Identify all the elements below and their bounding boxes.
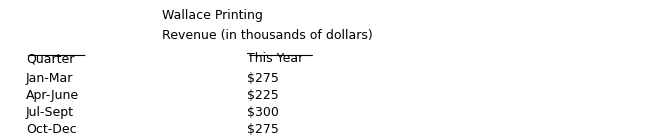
Text: Apr-June: Apr-June	[26, 89, 79, 102]
Text: Jul-Sept: Jul-Sept	[26, 106, 74, 119]
Text: Jan-Mar: Jan-Mar	[26, 72, 73, 85]
Text: Wallace Printing: Wallace Printing	[162, 9, 263, 21]
Text: Oct-Dec: Oct-Dec	[26, 123, 77, 136]
Text: $275: $275	[247, 123, 279, 136]
Text: $275: $275	[247, 72, 279, 85]
Text: This Year: This Year	[247, 52, 304, 65]
Text: $225: $225	[247, 89, 279, 102]
Text: Quarter: Quarter	[26, 52, 74, 65]
Text: $300: $300	[247, 106, 279, 119]
Text: Revenue (in thousands of dollars): Revenue (in thousands of dollars)	[162, 29, 373, 42]
